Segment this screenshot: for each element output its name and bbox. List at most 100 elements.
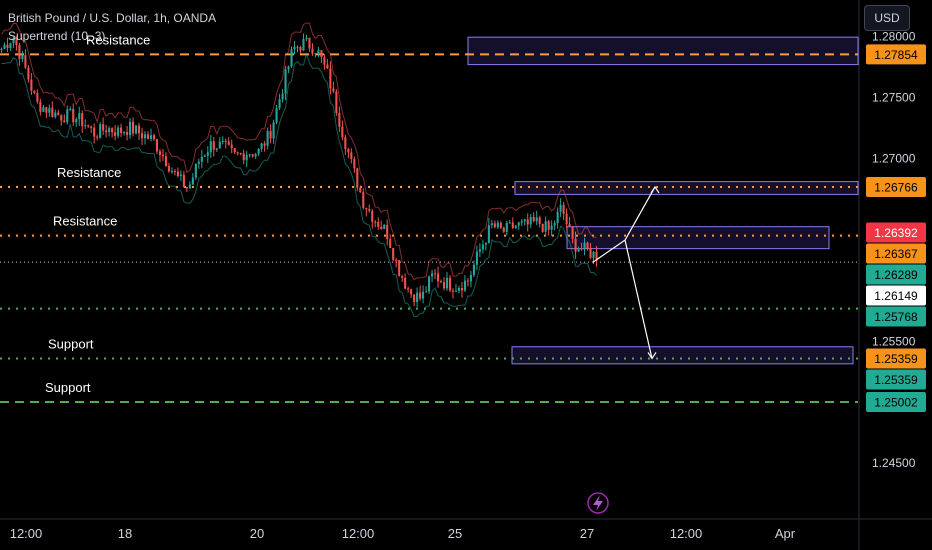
candle-body [401, 276, 404, 278]
candle-body [12, 38, 15, 44]
candle-body [347, 149, 350, 153]
candle-body [3, 44, 6, 49]
candle-body [562, 204, 565, 214]
candle-body [126, 131, 129, 135]
candle-body [544, 221, 547, 232]
price-zone[interactable] [514, 181, 859, 195]
candle-body [392, 248, 395, 260]
candle-body [30, 79, 33, 91]
candle-body [344, 137, 347, 150]
candle-body [571, 226, 574, 239]
candle-body [108, 128, 111, 133]
candle-body [6, 44, 9, 49]
candle-body [559, 204, 562, 212]
candle-body [577, 248, 580, 252]
candle-body [182, 174, 185, 188]
candle-body [149, 135, 153, 139]
candle-body [299, 46, 302, 51]
x-tick-label: 12:00 [342, 526, 375, 541]
price-badges: 1.27854 1.26766 1.26392 1.26367 1.26289 1.261… [866, 44, 926, 412]
candle-body [39, 101, 42, 112]
level-label: Resistance [57, 165, 121, 180]
candle-body [239, 153, 242, 155]
candle-body [114, 132, 117, 136]
candle-body [197, 161, 200, 164]
candle-body [484, 242, 487, 245]
candle-body [143, 134, 147, 139]
candle-body [218, 141, 221, 149]
candle-body [105, 130, 108, 133]
candle-body [454, 290, 458, 292]
candle-body [502, 227, 505, 232]
candle-body [233, 148, 236, 153]
candle-body [475, 251, 478, 265]
lightning-icon[interactable] [587, 492, 609, 514]
candle-body [523, 219, 526, 222]
projection-down-arrow[interactable] [624, 239, 653, 359]
candle-body [269, 130, 272, 139]
candle-body [422, 291, 425, 299]
candle-body [45, 107, 48, 113]
candle-body [278, 99, 281, 109]
candle-body [499, 222, 502, 228]
candle-body [419, 292, 422, 299]
candle-body [317, 50, 320, 54]
candle-body [595, 251, 598, 261]
candle-body [290, 49, 293, 67]
candle-body [0, 48, 3, 50]
candle-body [221, 140, 224, 142]
candle-body [191, 177, 194, 185]
candle-body [188, 184, 191, 189]
candle-body [526, 219, 529, 225]
candle-body [245, 154, 248, 161]
candle-body [99, 124, 102, 138]
candle-body [63, 120, 66, 123]
candle-body [326, 64, 329, 69]
candle-body [350, 152, 353, 160]
candle-body [185, 187, 188, 189]
candle-body [117, 127, 120, 136]
price-zone[interactable] [467, 36, 859, 66]
candle-body [496, 222, 499, 228]
candle-body [179, 174, 182, 177]
candle-body [66, 109, 69, 123]
svg-text:1.25768: 1.25768 [874, 310, 918, 324]
candle-body [111, 128, 114, 133]
candle-body [574, 238, 577, 252]
price-zone[interactable] [511, 346, 854, 365]
candle-body [24, 55, 27, 68]
candle-body [206, 152, 209, 156]
candle-body [132, 121, 135, 134]
projection-up-arrow[interactable] [592, 186, 656, 263]
candle-body [314, 53, 317, 55]
candle-body [517, 222, 520, 226]
candle-body [514, 225, 517, 228]
candle-body [120, 127, 123, 133]
candle-body [146, 134, 150, 139]
price-zone[interactable] [566, 226, 830, 250]
candle-body [51, 107, 54, 117]
candle-body [275, 108, 278, 123]
x-tick-label: 20 [250, 526, 264, 541]
candle-body [532, 216, 535, 222]
candle-body [368, 209, 371, 211]
chart-legend: British Pound / U.S. Dollar, 1h, OANDA S… [8, 9, 216, 45]
candle-body [212, 141, 215, 150]
candle-body [69, 108, 72, 110]
candle-body [469, 274, 472, 282]
candle-body [395, 259, 398, 261]
candle-body [134, 125, 138, 134]
candle-body [18, 45, 21, 60]
candle-body [102, 124, 105, 131]
arrow-head [647, 352, 657, 360]
currency-button[interactable]: USD [864, 5, 910, 31]
candle-body [383, 224, 386, 230]
candle-body [176, 171, 179, 177]
candle-body [209, 141, 212, 153]
candle-body [460, 288, 464, 291]
candle-body [353, 159, 356, 169]
candle-body [520, 221, 523, 223]
price-badge: 1.26149 [866, 285, 926, 306]
price-badge: 1.25002 [866, 391, 926, 412]
